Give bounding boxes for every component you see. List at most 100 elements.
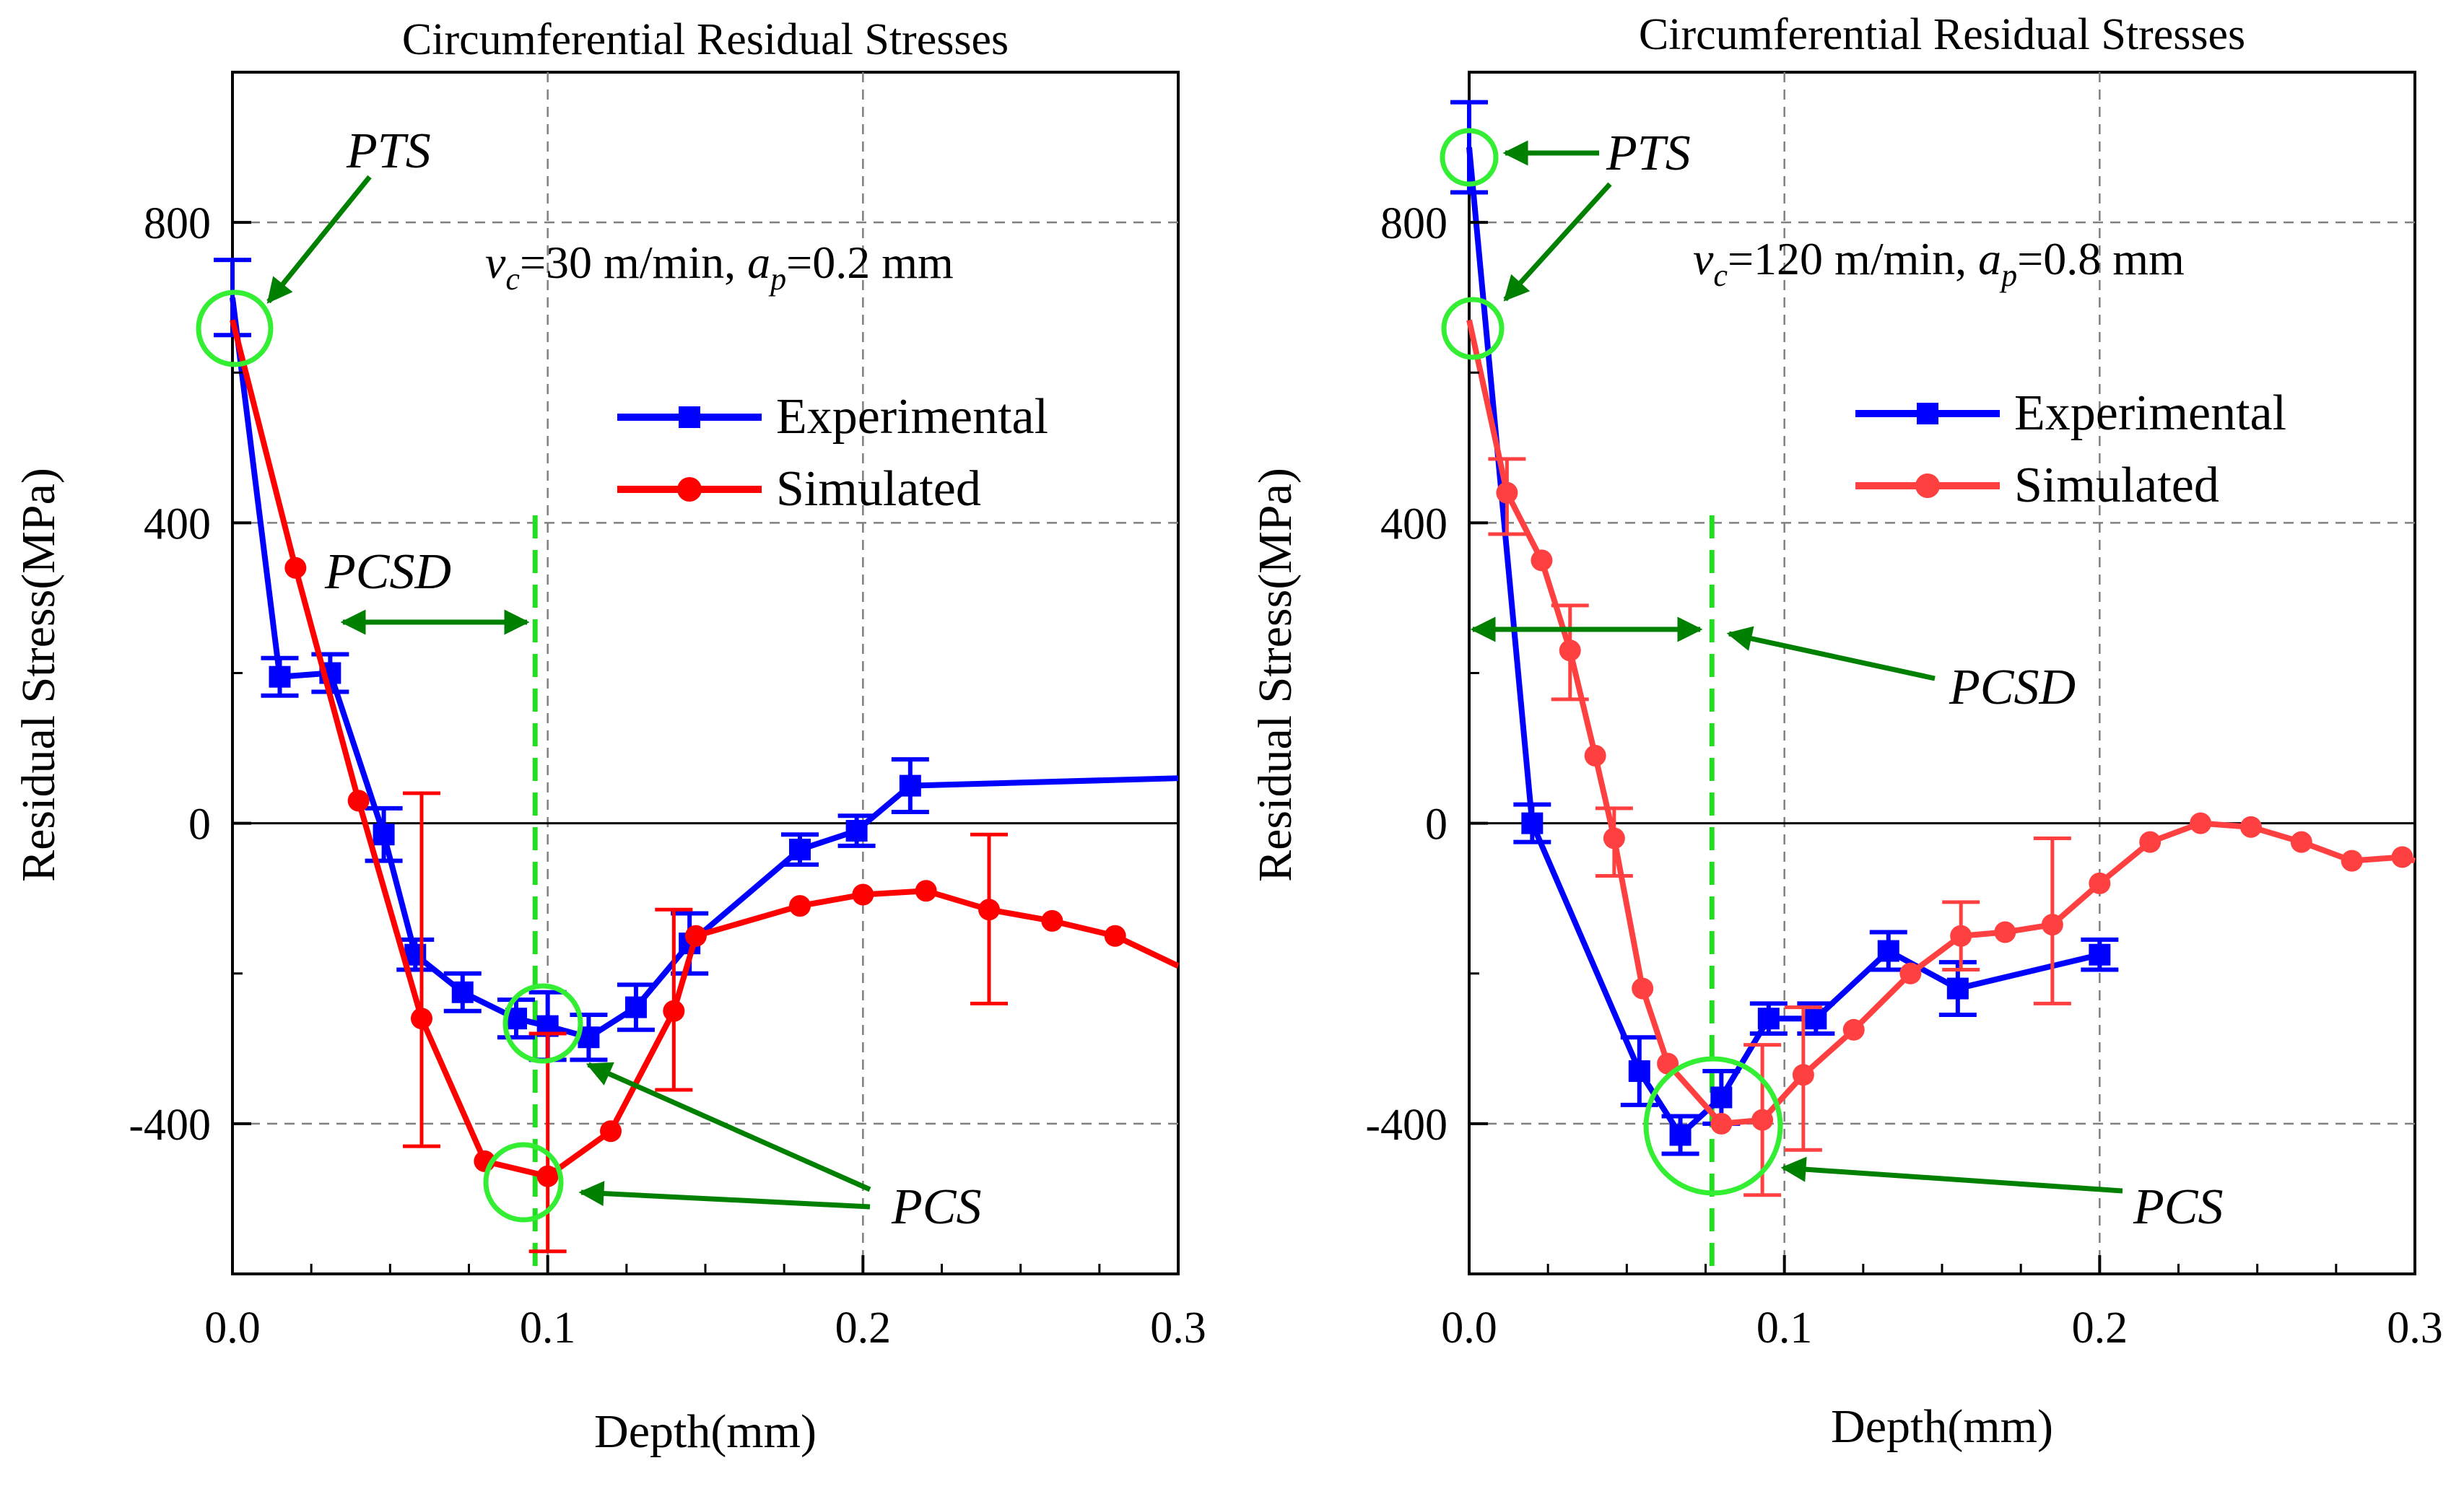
series-simulated (230, 319, 1180, 1254)
simulated-point (2341, 850, 2363, 872)
axis-ticks (231, 221, 1180, 1275)
experimental-point (373, 824, 395, 846)
cond-a-eq: =0.8 mm (2017, 233, 2185, 284)
pcs-circle-simulated (483, 1142, 564, 1223)
pts-circle (196, 289, 274, 367)
pcs-arrow-simulated (578, 1181, 871, 1210)
y-tick-label: 400 (1380, 499, 1448, 549)
simulated-point (1603, 827, 1625, 850)
legend-marker-experimental (679, 406, 700, 428)
x-tick-label: 0.0 (204, 1304, 261, 1353)
tick-labels: 0.0 0.1 0.2 0.3 800 400 0 -400 (1365, 199, 2442, 1353)
y-tick-label: -400 (1365, 1101, 1448, 1150)
pcs-circle (1643, 1056, 1783, 1196)
simulated-point (1104, 925, 1126, 947)
simulated-point (684, 925, 707, 947)
simulated-point (2190, 812, 2212, 834)
cond-v: v (485, 237, 506, 288)
experimental-point (1669, 1124, 1692, 1146)
simulated-point (2089, 872, 2111, 894)
simulated-point (663, 1000, 685, 1022)
pcs-label: PCS (891, 1179, 981, 1235)
experimental-point (899, 774, 921, 797)
pts-arrow (266, 175, 372, 304)
experimental-point (1521, 812, 1544, 834)
pts-label: PTS (1606, 126, 1691, 181)
pts-label: PTS (346, 123, 431, 179)
legend-marker-experimental (1917, 403, 1938, 424)
simulated-point (1531, 549, 1553, 572)
cond-v: v (1693, 233, 1714, 284)
pcs-circle-experimental (502, 983, 583, 1064)
grid (232, 72, 1178, 1274)
x-tick-label: 0.2 (835, 1304, 892, 1353)
simulated-point (1041, 909, 1063, 932)
simulated-point (2239, 816, 2262, 838)
simulated-point (1899, 962, 1922, 984)
experimental-point (624, 996, 647, 1018)
x-axis-label: Depth(mm) (594, 1405, 817, 1458)
cond-a: a (747, 237, 770, 288)
legend: Experimental Simulated (1855, 385, 2286, 513)
cond-a-eq: =0.2 mm (786, 237, 954, 288)
x-tick-label: 0.1 (520, 1304, 576, 1353)
legend-label-experimental: Experimental (2014, 385, 2286, 441)
annotations: PTS PCSD PCS (1440, 126, 2223, 1235)
simulated-point (1950, 925, 1972, 947)
pts-circle-experimental (1440, 128, 1499, 187)
simulated-point (978, 899, 1000, 921)
condition-label: vc=120 m/min, ap=0.8 mm (1693, 233, 2185, 293)
experimental-point (845, 820, 868, 842)
experimental-point (1946, 977, 1969, 1000)
simulated-point (2391, 846, 2413, 868)
simulated-point (1792, 1064, 1814, 1086)
axis-ticks (1468, 221, 2416, 1275)
simulated-point (2041, 914, 2063, 936)
x-tick-label: 0.3 (1150, 1304, 1206, 1353)
simulated-point (1559, 639, 1581, 662)
y-axis-label: Residual Stress(MPa) (12, 468, 65, 882)
condition-label: vc=30 m/min, ap=0.2 mm (485, 237, 954, 297)
simulated-point (1710, 1112, 1733, 1135)
annotations: PTS PCSD PCS (196, 123, 981, 1235)
y-tick-label: 0 (188, 800, 211, 850)
experimental-point (269, 665, 291, 688)
simulated-point (852, 883, 874, 906)
y-tick-label: 0 (1425, 800, 1448, 850)
pcsd-label: PCSD (324, 544, 451, 600)
legend-marker-simulated (1915, 473, 1940, 498)
experimental-point (1757, 1008, 1780, 1030)
experimental-point (1805, 1008, 1827, 1030)
simulated-point (347, 790, 370, 812)
simulated-point (789, 895, 811, 917)
series-simulated (1466, 319, 2416, 1197)
pts-circle-simulated (1441, 297, 1505, 360)
pts-arrow-simulated (1503, 182, 1612, 302)
cond-v-sub: c (1713, 258, 1728, 293)
simulated-point (2290, 831, 2312, 853)
cond-v-eq: =120 m/min, (1728, 233, 1978, 284)
legend-label-experimental: Experimental (776, 389, 1048, 445)
cond-v-eq: =30 m/min, (520, 237, 747, 288)
pcsd-pointer (1726, 626, 1936, 681)
experimental-point (789, 839, 811, 861)
legend-marker-simulated (677, 477, 702, 502)
simulated-point (284, 556, 307, 579)
chart-title: Circumferential Residual Stresses (402, 15, 1009, 64)
experimental-point (1628, 1060, 1650, 1083)
grid (1469, 72, 2415, 1274)
cond-a-sub: p (768, 261, 786, 297)
experimental-line (1466, 147, 2101, 1138)
simulated-point (1751, 1109, 1774, 1131)
x-axis-label: Depth(mm) (1831, 1400, 2053, 1453)
x-tick-label: 0.3 (2387, 1304, 2443, 1353)
simulated-line (230, 319, 1180, 1179)
pcsd-label: PCSD (1949, 660, 2076, 715)
y-tick-label: 400 (144, 499, 211, 549)
simulated-point (536, 1165, 559, 1187)
tick-labels: 0.0 0.1 0.2 0.3 800 400 0 -400 (129, 199, 1206, 1353)
experimental-point (1877, 940, 1899, 962)
x-tick-label: 0.1 (1756, 1304, 1813, 1353)
y-tick-label: 800 (1380, 199, 1448, 248)
